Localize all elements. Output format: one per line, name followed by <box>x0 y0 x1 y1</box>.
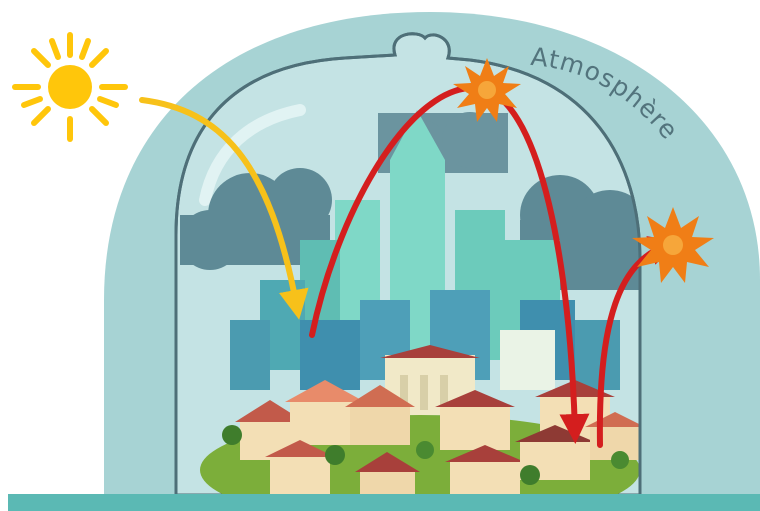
cloud-right-icon <box>520 175 640 290</box>
sun-icon <box>12 32 128 142</box>
burst-icon <box>453 58 521 122</box>
town-buildings <box>200 345 640 496</box>
burst-icon <box>632 207 714 283</box>
ground-strip <box>8 494 760 511</box>
heat-arrow-up-1 <box>309 85 490 338</box>
city-skyline <box>230 110 620 390</box>
solar-radiation-arrow <box>139 97 309 320</box>
